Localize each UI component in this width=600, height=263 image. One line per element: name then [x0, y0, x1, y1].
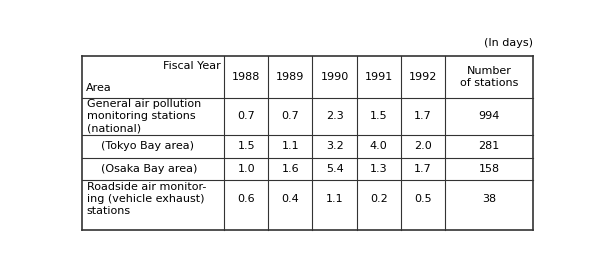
Text: Roadside air monitor-
ing (vehicle exhaust)
stations: Roadside air monitor- ing (vehicle exhau… — [86, 182, 206, 216]
Text: 1.1: 1.1 — [281, 141, 299, 151]
Text: Area: Area — [86, 83, 112, 93]
Text: Fiscal Year: Fiscal Year — [163, 61, 220, 71]
Text: 38: 38 — [482, 194, 496, 204]
Text: (Osaka Bay area): (Osaka Bay area) — [86, 164, 197, 174]
Text: 0.6: 0.6 — [238, 194, 255, 204]
Text: 1.3: 1.3 — [370, 164, 388, 174]
Text: 281: 281 — [478, 141, 500, 151]
Text: 0.4: 0.4 — [281, 194, 299, 204]
Text: 2.3: 2.3 — [326, 112, 343, 122]
Text: 0.2: 0.2 — [370, 194, 388, 204]
Text: 2.0: 2.0 — [414, 141, 432, 151]
Text: 158: 158 — [478, 164, 500, 174]
Text: 1.0: 1.0 — [238, 164, 255, 174]
Text: 1.7: 1.7 — [414, 112, 432, 122]
Text: 1.6: 1.6 — [281, 164, 299, 174]
Text: (Tokyo Bay area): (Tokyo Bay area) — [86, 141, 194, 151]
Text: 4.0: 4.0 — [370, 141, 388, 151]
Text: Number
of stations: Number of stations — [460, 66, 518, 88]
Text: 1990: 1990 — [320, 72, 349, 82]
Text: 1989: 1989 — [276, 72, 305, 82]
Text: 1988: 1988 — [232, 72, 260, 82]
Text: (In days): (In days) — [484, 38, 533, 48]
Text: 3.2: 3.2 — [326, 141, 343, 151]
Text: 1.5: 1.5 — [238, 141, 255, 151]
Text: 0.7: 0.7 — [281, 112, 299, 122]
Text: 1991: 1991 — [365, 72, 393, 82]
Text: General air pollution
monitoring stations
(national): General air pollution monitoring station… — [86, 99, 201, 133]
Text: 0.5: 0.5 — [414, 194, 432, 204]
Text: 1.5: 1.5 — [370, 112, 388, 122]
Text: 994: 994 — [478, 112, 500, 122]
Text: 5.4: 5.4 — [326, 164, 343, 174]
Text: 0.7: 0.7 — [237, 112, 255, 122]
Text: 1992: 1992 — [409, 72, 437, 82]
Text: 1.1: 1.1 — [326, 194, 343, 204]
Text: 1.7: 1.7 — [414, 164, 432, 174]
